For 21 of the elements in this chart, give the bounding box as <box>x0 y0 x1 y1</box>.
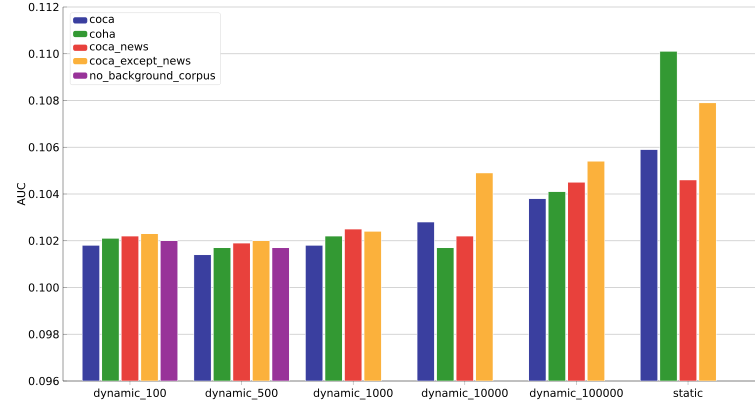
x-tick-label: dynamic_500 <box>206 388 278 400</box>
x-tick-label: dynamic_100000 <box>530 388 623 400</box>
y-tick-label: 0.100 <box>28 283 59 292</box>
y-axis-title: AUC <box>16 183 26 206</box>
x-tick-label: dynamic_1000 <box>314 388 393 400</box>
legend-label: coha <box>90 29 115 38</box>
y-tick-label: 0.112 <box>28 2 58 12</box>
legend-label: no_background_corpus <box>90 70 216 82</box>
y-tick-label: 0.108 <box>28 96 59 105</box>
y-tick-label: 0.104 <box>28 190 59 198</box>
y-tick-label: 0.102 <box>28 236 58 245</box>
y-tick-label: 0.110 <box>28 50 59 58</box>
x-tick-label: dynamic_10000 <box>422 388 508 400</box>
y-tick-label: 0.106 <box>28 143 59 152</box>
y-tick-label: 0.098 <box>28 330 59 338</box>
y-tick-label: 0.096 <box>28 376 59 386</box>
x-tick-label: dynamic_100 <box>94 388 166 400</box>
x-tick-label: static <box>674 388 702 398</box>
legend-label: coca_except_news <box>90 56 190 68</box>
legend-label: coca_news <box>90 44 148 53</box>
legend-label: coca <box>90 16 114 24</box>
